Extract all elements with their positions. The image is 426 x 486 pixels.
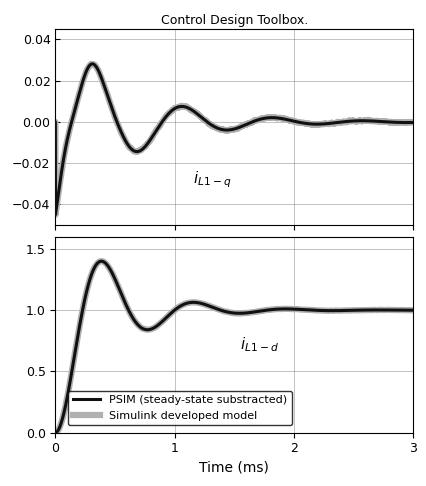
Title: Control Design Toolbox.: Control Design Toolbox. <box>161 14 308 27</box>
Legend: PSIM (steady-state substracted), Simulink developed model: PSIM (steady-state substracted), Simulin… <box>68 391 292 425</box>
Text: $i_{L1-q}$: $i_{L1-q}$ <box>193 170 231 191</box>
Text: $i_{L1-d}$: $i_{L1-d}$ <box>240 335 279 354</box>
X-axis label: Time (ms): Time (ms) <box>199 461 269 475</box>
